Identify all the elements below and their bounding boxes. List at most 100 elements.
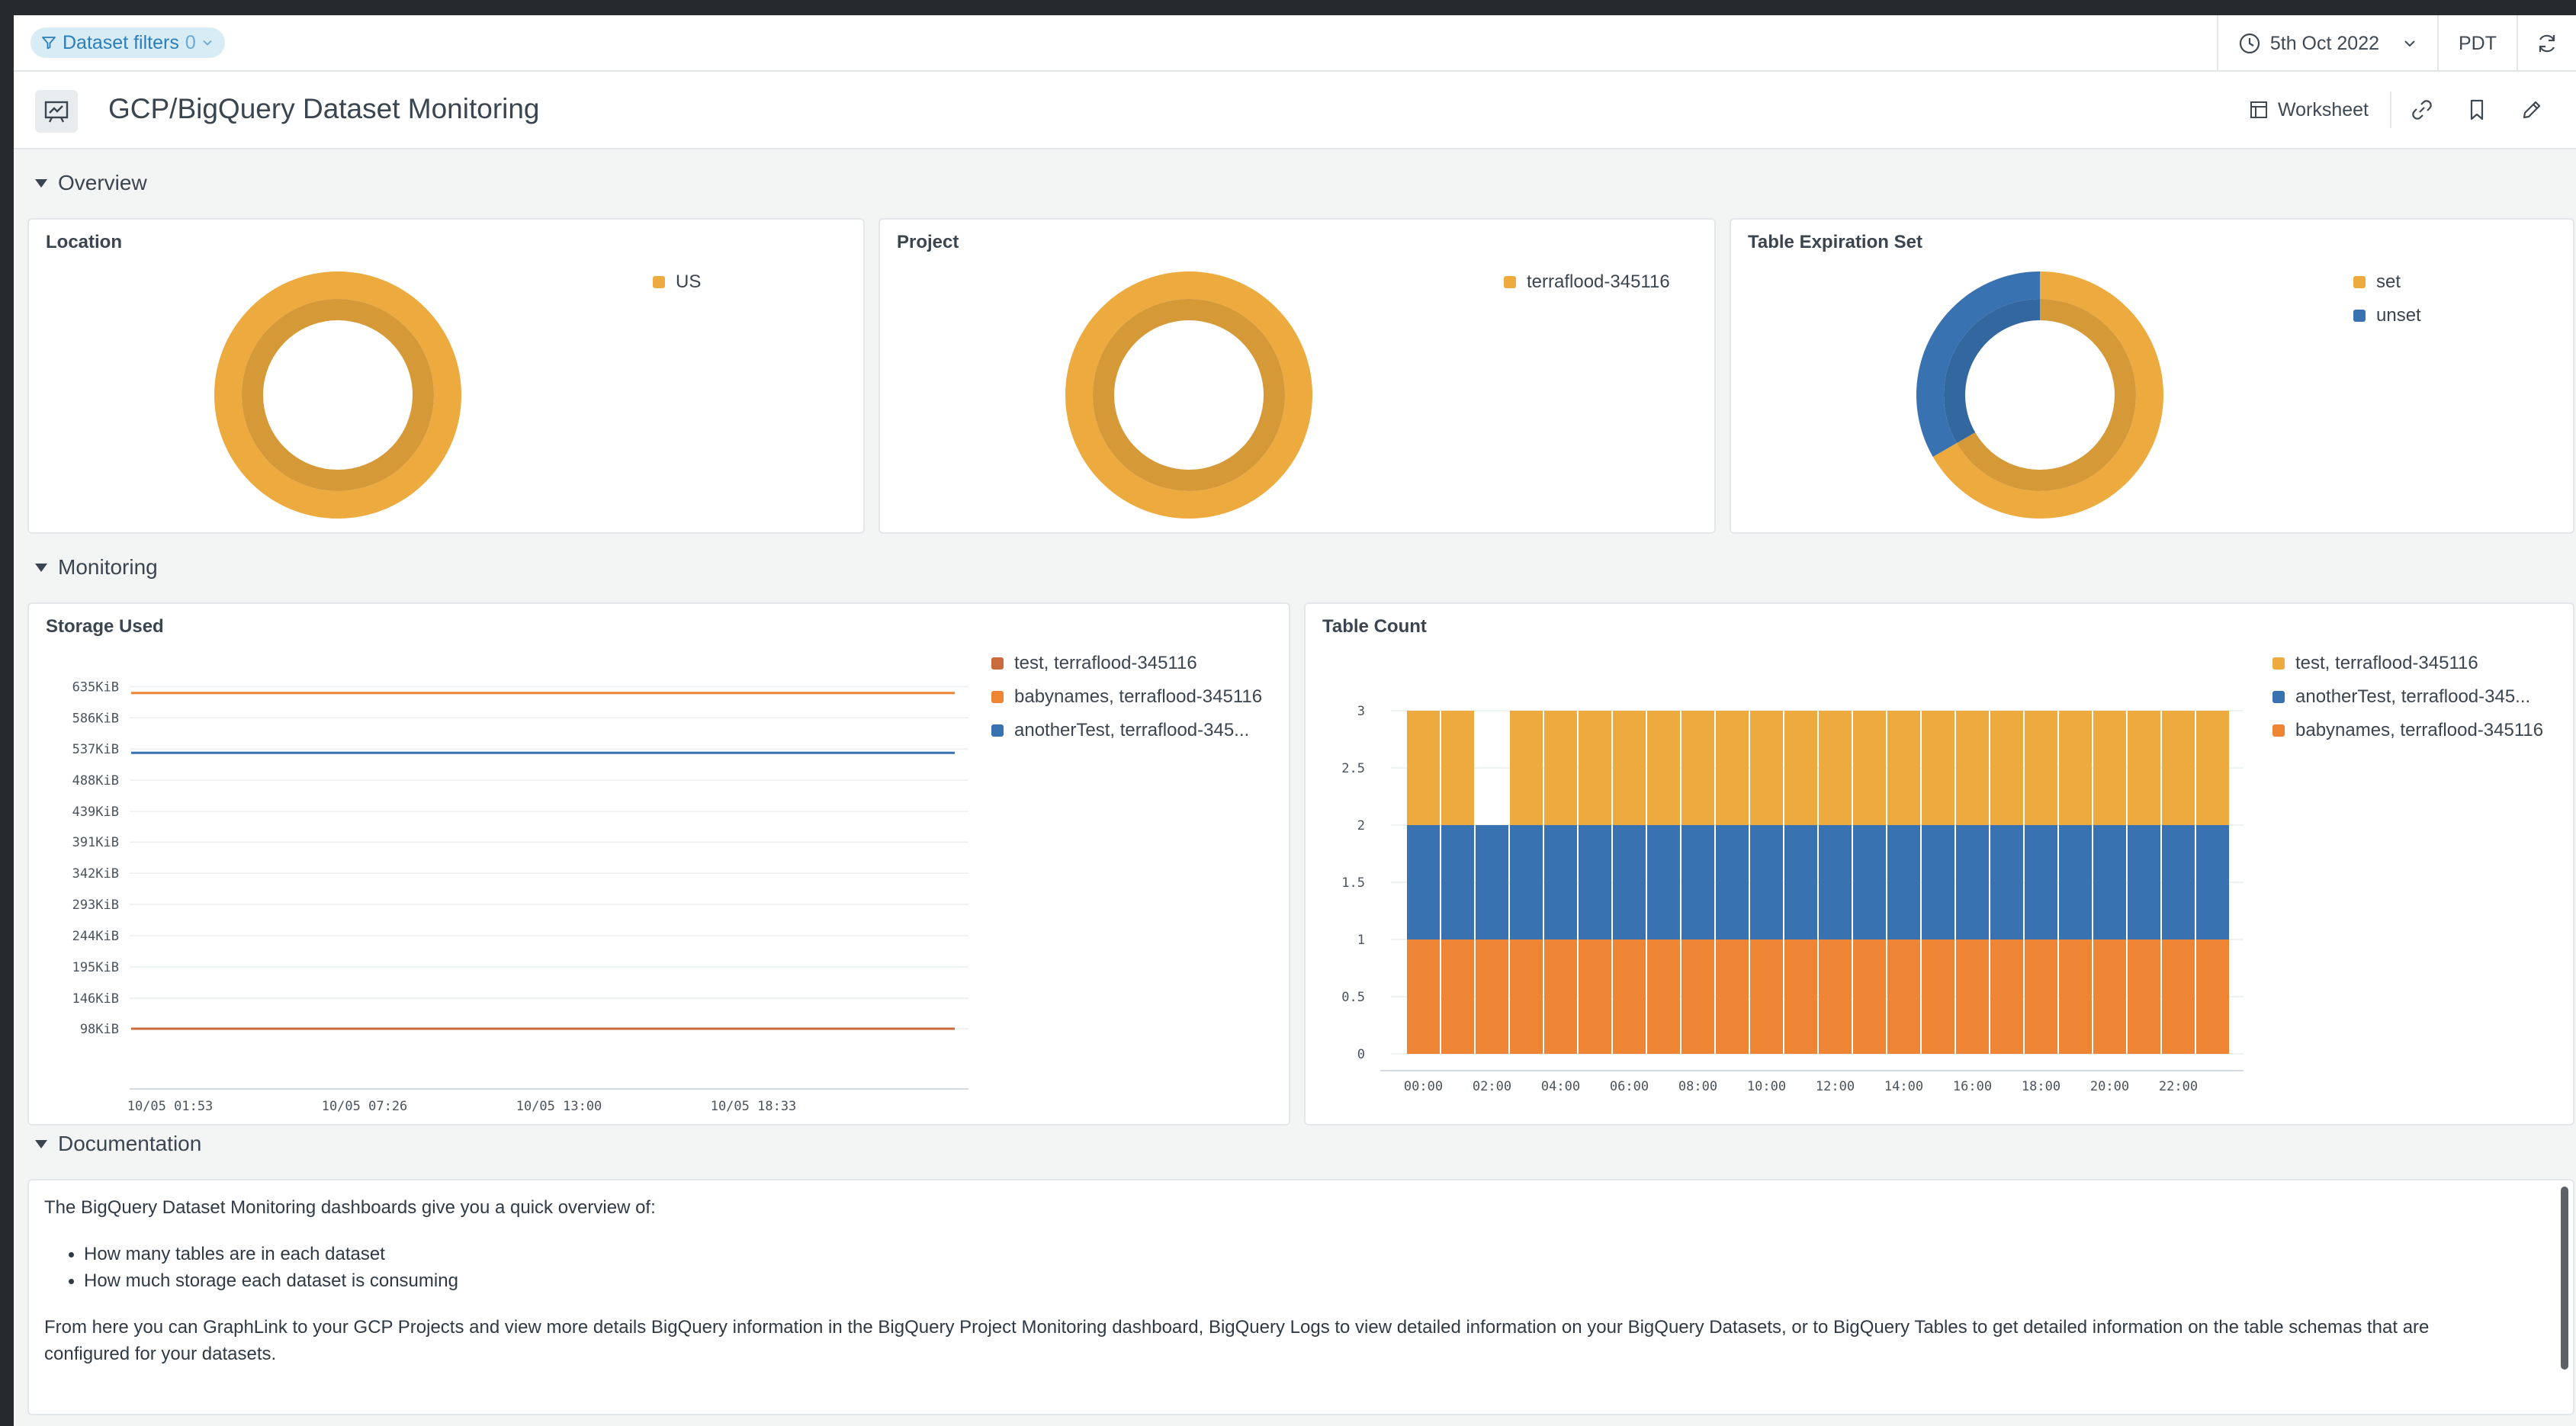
worksheet-button[interactable]: Worksheet [2231, 99, 2387, 121]
x-tick-label: 20:00 [2090, 1079, 2129, 1094]
bar-segment [2093, 825, 2126, 939]
bar-segment [1579, 939, 1611, 1054]
bar-segment [2196, 939, 2229, 1054]
bar-segment [1681, 939, 1714, 1054]
legend-item[interactable]: set [2353, 265, 2421, 299]
bar-segment [1681, 825, 1714, 939]
legend-item[interactable]: US [653, 265, 701, 299]
table-count-bar-chart: 0 0.5 1 1.5 2 2.5 3 00:00 02:00 04:00 06:00 08:00 10… [1341, 704, 2244, 1094]
bar-segment [1750, 711, 1783, 825]
storage-used-chart-card: Storage Used 635KiB 586KiB 537KiB 488KiB 439… [27, 602, 1290, 1126]
bar-segment [1784, 825, 1817, 939]
bar-segment [1990, 711, 2023, 825]
bar-segment [1544, 825, 1577, 939]
link-button[interactable] [2395, 88, 2449, 131]
dashboard-header: GCP/BigQuery Dataset Monitoring Workshee… [14, 72, 2576, 149]
x-tick-label: 00:00 [1404, 1079, 1443, 1094]
bar-segment [1579, 825, 1611, 939]
x-tick-label: 10/05 01:53 [127, 1099, 214, 1114]
y-tick-label: 391KiB [72, 835, 119, 850]
legend-item[interactable]: anotherTest, terraflood-345... [991, 714, 1262, 747]
legend-item[interactable]: test, terraflood-345116 [2272, 647, 2543, 680]
legend-item[interactable]: babynames, terraflood-345116 [991, 680, 1262, 714]
chart-title: Table Expiration Set [1748, 232, 1922, 252]
project-chart-card: Project terraflood-345116 [878, 218, 1716, 534]
bookmark-button[interactable] [2449, 88, 2504, 131]
y-tick-label: 2.5 [1341, 761, 1365, 776]
bar-segment [1613, 939, 1646, 1054]
bar-segment [2128, 711, 2160, 825]
legend-item[interactable]: babynames, terraflood-345116 [2272, 714, 2543, 747]
pencil-icon [2523, 101, 2541, 119]
legend-item[interactable]: unset [2353, 299, 2421, 332]
chevron-down-icon [203, 40, 212, 46]
refresh-button[interactable] [2517, 15, 2576, 72]
bar-segment [1887, 825, 1920, 939]
x-tick-label: 10/05 13:00 [516, 1099, 602, 1114]
bar-segment [1441, 711, 1474, 825]
section-documentation-header[interactable]: Documentation [35, 1132, 201, 1156]
dashboard-icon [35, 90, 78, 133]
dataset-filters-label: Dataset filters [63, 31, 179, 53]
bar-segment [1544, 939, 1577, 1054]
pie-slice-inner [1944, 299, 2040, 443]
doc-bullet-list: How many tables are in each dataset How … [69, 1241, 2520, 1294]
section-monitoring-title: Monitoring [58, 555, 158, 579]
edit-button[interactable] [2504, 88, 2559, 131]
worksheet-icon [2250, 101, 2267, 118]
timezone-selector[interactable]: PDT [2437, 15, 2517, 72]
y-tick-label: 342KiB [72, 866, 119, 882]
chart-legend: test, terraflood-345116 babynames, terra… [991, 647, 1262, 747]
bar-segment [1716, 939, 1749, 1054]
bar-segment [1887, 711, 1920, 825]
chart-title: Storage Used [46, 616, 164, 637]
section-monitoring-header[interactable]: Monitoring [35, 555, 158, 580]
bar-segment [1750, 939, 1783, 1054]
x-tick-label: 04:00 [1541, 1079, 1580, 1094]
legend-item[interactable]: anotherTest, terraflood-345... [2272, 680, 2543, 714]
chevron-down-icon [2404, 40, 2415, 47]
bar-segment [2025, 711, 2057, 825]
bar-segment [1613, 711, 1646, 825]
x-tick-label: 14:00 [1884, 1079, 1923, 1094]
bookmark-icon [2470, 99, 2484, 120]
dataset-filters-button[interactable]: Dataset filters 0 [31, 27, 225, 58]
bar-segment [2128, 939, 2160, 1054]
x-tick-label: 10/05 18:33 [711, 1099, 797, 1114]
bar-segment [1510, 939, 1543, 1054]
pie-slice-inner [242, 299, 434, 491]
bar-segment [1819, 939, 1852, 1054]
x-tick-label: 06:00 [1610, 1079, 1649, 1094]
worksheet-label: Worksheet [2277, 98, 2369, 120]
chart-title: Project [897, 232, 959, 252]
bar-segment [2162, 711, 2195, 825]
list-item: How many tables are in each dataset [69, 1241, 2520, 1267]
table-count-chart-card: Table Count 0 0.5 1 1.5 2 2.5 3 00:00 02:00 04:00… [1304, 602, 2574, 1126]
scrollbar[interactable] [2561, 1187, 2568, 1370]
pie-slice [1916, 271, 2040, 457]
y-tick-label: 1 [1357, 933, 1365, 948]
documentation-panel: The BigQuery Dataset Monitoring dashboar… [27, 1179, 2574, 1415]
bar-segment [2059, 825, 2092, 939]
section-overview-header[interactable]: Overview [35, 171, 147, 195]
bar-segment [1647, 939, 1680, 1054]
bar-segment [2025, 939, 2057, 1054]
bar-segment [1441, 939, 1474, 1054]
y-tick-label: 488KiB [72, 773, 119, 788]
legend-item[interactable]: test, terraflood-345116 [991, 647, 1262, 680]
legend-swatch [2353, 276, 2366, 288]
bar-segment [2093, 711, 2126, 825]
date-picker[interactable]: 5th Oct 2022 [2216, 15, 2437, 72]
divider [2390, 92, 2391, 128]
y-tick-label: 0.5 [1341, 990, 1365, 1005]
bar-segment [1922, 939, 1954, 1054]
legend-label: anotherTest, terraflood-345... [1014, 720, 1250, 740]
legend-label: unset [2376, 305, 2421, 326]
bar-segment [1922, 825, 1954, 939]
legend-swatch [1504, 276, 1516, 288]
bar-segment [2128, 825, 2160, 939]
bar-segment [2025, 825, 2057, 939]
y-tick-label: 439KiB [72, 805, 119, 820]
legend-item[interactable]: terraflood-345116 [1504, 265, 1670, 299]
y-tick-label: 1.5 [1341, 875, 1365, 891]
